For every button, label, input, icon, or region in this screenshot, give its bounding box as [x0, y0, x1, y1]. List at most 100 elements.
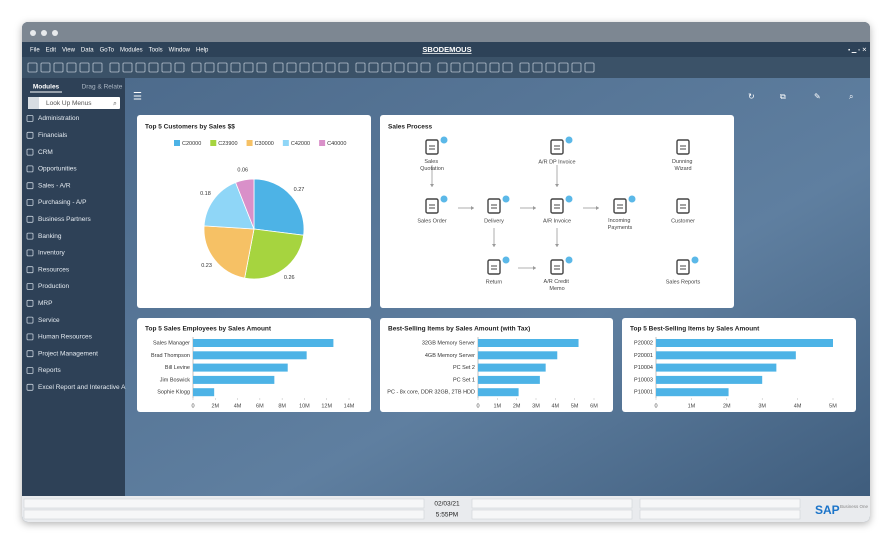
menu-item[interactable]: GoTo: [100, 48, 115, 54]
info-badge[interactable]: [565, 195, 573, 203]
toolbar-button[interactable]: [519, 62, 530, 73]
process-icon[interactable]: [676, 139, 690, 155]
toolbar-button[interactable]: [558, 62, 569, 73]
menu-item[interactable]: Edit: [46, 48, 57, 54]
module-item[interactable]: Business Partners: [38, 216, 91, 223]
search-box[interactable]: [28, 97, 120, 109]
toolbar-button[interactable]: [174, 62, 185, 73]
module-item[interactable]: Banking: [38, 233, 62, 240]
process-label[interactable]: A/R Credit Memo: [544, 279, 571, 292]
module-item[interactable]: Sales - A/R: [38, 182, 71, 189]
toolbar-button[interactable]: [355, 62, 366, 73]
module-item[interactable]: Reports: [38, 367, 62, 374]
process-icon[interactable]: [550, 259, 564, 275]
toolbar-button[interactable]: [66, 62, 77, 73]
process-icon[interactable]: [550, 198, 564, 214]
refresh-icon[interactable]: ↻: [748, 92, 755, 101]
process-icon[interactable]: [613, 198, 627, 214]
toolbar-button[interactable]: [571, 62, 582, 73]
process-label[interactable]: A/R Invoice: [543, 218, 571, 224]
toolbar-button[interactable]: [450, 62, 461, 73]
toolbar-button[interactable]: [79, 62, 90, 73]
module-item[interactable]: Excel Report and Interactive A: [38, 384, 126, 391]
process-icon[interactable]: [676, 198, 690, 214]
toolbar-button[interactable]: [407, 62, 418, 73]
toolbar-button[interactable]: [584, 62, 595, 73]
toolbar-button[interactable]: [40, 62, 51, 73]
window-dot[interactable]: [52, 30, 58, 36]
process-icon[interactable]: [676, 259, 690, 275]
toolbar-button[interactable]: [53, 62, 64, 73]
process-label[interactable]: Sales Order: [417, 218, 447, 224]
module-item[interactable]: Project Management: [38, 350, 98, 357]
info-badge[interactable]: [440, 136, 448, 144]
module-item[interactable]: Production: [38, 283, 69, 290]
edit-icon[interactable]: ✎: [814, 92, 821, 101]
toolbar-button[interactable]: [122, 62, 133, 73]
info-badge[interactable]: [502, 256, 510, 264]
toolbar-button[interactable]: [27, 62, 38, 73]
toolbar-button[interactable]: [230, 62, 241, 73]
toolbar-button[interactable]: [286, 62, 297, 73]
toolbar-button[interactable]: [204, 62, 215, 73]
info-badge[interactable]: [502, 195, 510, 203]
module-item[interactable]: Opportunities: [38, 166, 77, 173]
toolbar-button[interactable]: [273, 62, 284, 73]
process-icon[interactable]: [550, 139, 564, 155]
module-item[interactable]: Service: [38, 317, 60, 324]
module-item[interactable]: CRM: [38, 149, 53, 156]
info-badge[interactable]: [628, 195, 636, 203]
menu-item[interactable]: Help: [196, 48, 209, 54]
toolbar-button[interactable]: [420, 62, 431, 73]
process-label[interactable]: Customer: [671, 218, 695, 224]
toolbar-button[interactable]: [217, 62, 228, 73]
module-item[interactable]: Purchasing - A/P: [38, 199, 86, 206]
menu-item[interactable]: File: [30, 48, 40, 54]
sidebar-tab[interactable]: Drag & Relate: [82, 84, 123, 91]
toolbar-button[interactable]: [148, 62, 159, 73]
menu-item[interactable]: Window: [169, 48, 191, 54]
hamburger[interactable]: ☰: [133, 92, 142, 103]
toolbar-button[interactable]: [109, 62, 120, 73]
search-icon-top[interactable]: ⌕: [849, 92, 853, 101]
process-label[interactable]: Incoming Payments: [608, 218, 633, 231]
info-badge[interactable]: [565, 136, 573, 144]
module-item[interactable]: Resources: [38, 266, 70, 273]
toolbar-button[interactable]: [532, 62, 543, 73]
module-item[interactable]: Administration: [38, 115, 80, 122]
menu-item[interactable]: Modules: [120, 48, 143, 54]
process-label[interactable]: Sales Reports: [666, 279, 701, 285]
module-item[interactable]: Inventory: [38, 250, 65, 257]
toolbar-button[interactable]: [545, 62, 556, 73]
toolbar-button[interactable]: [368, 62, 379, 73]
process-label[interactable]: Dunning Wizard: [672, 159, 694, 172]
process-label[interactable]: Return: [486, 279, 503, 285]
process-label[interactable]: A/R DP Invoice: [538, 159, 575, 165]
toolbar-button[interactable]: [394, 62, 405, 73]
info-badge[interactable]: [440, 195, 448, 203]
module-item[interactable]: MRP: [38, 300, 52, 307]
module-item[interactable]: Financials: [38, 132, 68, 139]
sidebar-tab[interactable]: Modules: [33, 84, 60, 91]
process-icon[interactable]: [425, 139, 439, 155]
toolbar-button[interactable]: [161, 62, 172, 73]
toolbar-button[interactable]: [437, 62, 448, 73]
process-icon[interactable]: [487, 259, 501, 275]
menu-item[interactable]: View: [62, 48, 76, 54]
toolbar-button[interactable]: [299, 62, 310, 73]
info-badge[interactable]: [565, 256, 573, 264]
process-icon[interactable]: [425, 198, 439, 214]
menu-item[interactable]: Data: [81, 48, 94, 54]
process-label[interactable]: Delivery: [484, 218, 504, 224]
toolbar-button[interactable]: [135, 62, 146, 73]
window-controls[interactable]: ▪ ▁ ▫ ✕: [848, 48, 867, 54]
toolbar-button[interactable]: [243, 62, 254, 73]
process-icon[interactable]: [487, 198, 501, 214]
toolbar-button[interactable]: [256, 62, 267, 73]
info-badge[interactable]: [691, 256, 699, 264]
window-dot[interactable]: [30, 30, 36, 36]
module-item[interactable]: Human Resources: [38, 334, 93, 341]
toolbar-button[interactable]: [502, 62, 513, 73]
process-label[interactable]: Sales Quotation: [420, 159, 444, 172]
toolbar-button[interactable]: [381, 62, 392, 73]
